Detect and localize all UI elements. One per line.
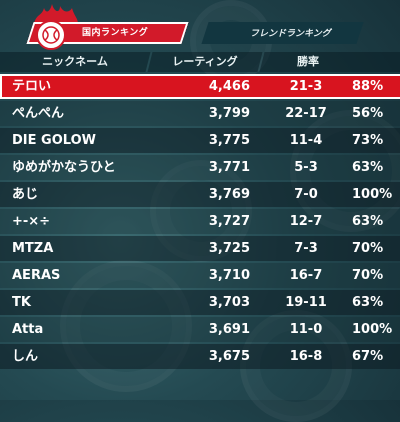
table-row[interactable]: MTZA 3,725 7-3 70%: [0, 236, 400, 261]
player-record: 16-8: [289, 349, 323, 364]
player-winrate: 70%: [352, 241, 384, 256]
player-record: 11-0: [289, 322, 323, 337]
player-name: TK: [12, 295, 31, 310]
player-name: Atta: [12, 322, 44, 337]
ranking-tab-bar: 国内ランキング フレンドランキング: [0, 0, 400, 50]
player-winrate: 63%: [352, 160, 384, 175]
table-row[interactable]: Atta 3,691 11-0 100%: [0, 317, 400, 342]
player-rating: 3,725: [208, 241, 250, 256]
player-rating: 3,775: [208, 133, 250, 148]
tab-domestic-ranking-label: 国内ランキング: [82, 28, 149, 38]
column-header-rating: レーティング: [172, 55, 238, 68]
player-rating: 3,727: [208, 214, 250, 229]
player-name: DIE GOLOW: [12, 133, 96, 148]
table-row[interactable]: ゆめがかなうひと 3,771 5-3 63%: [0, 155, 400, 180]
table-row[interactable]: テロい 4,466 21-3 88%: [0, 74, 400, 99]
player-name: テロい: [12, 79, 52, 94]
table-row[interactable]: AERAS 3,710 16-7 70%: [0, 263, 400, 288]
player-name: +-×÷: [12, 214, 51, 229]
player-record: 19-11: [285, 295, 327, 310]
player-winrate: 70%: [352, 268, 384, 283]
player-winrate: 67%: [352, 349, 384, 364]
player-record: 22-17: [285, 106, 327, 121]
player-name: しん: [12, 349, 39, 364]
player-winrate: 63%: [352, 295, 384, 310]
player-record: 16-7: [289, 268, 323, 283]
player-rating: 3,771: [208, 160, 250, 175]
flame-icon: [34, 4, 78, 24]
player-rating: 3,675: [208, 349, 250, 364]
tab-friend-ranking-label: フレンドランキング: [250, 29, 331, 39]
player-rating: 3,799: [208, 106, 250, 121]
table-row[interactable]: +-×÷ 3,727 12-7 63%: [0, 209, 400, 234]
player-record: 5-3: [294, 160, 318, 175]
player-winrate: 100%: [352, 187, 393, 202]
table-row[interactable]: TK 3,703 19-11 63%: [0, 290, 400, 315]
table-row[interactable]: DIE GOLOW 3,775 11-4 73%: [0, 128, 400, 153]
background-emblem: [290, 110, 400, 232]
player-record: 21-3: [289, 79, 323, 94]
background-emblem: [60, 260, 192, 392]
tennis-ball-icon: [36, 20, 66, 50]
ranking-table-header: ニックネーム レーティング 勝率: [0, 52, 400, 72]
player-winrate: 73%: [352, 133, 384, 148]
player-name: あじ: [12, 187, 39, 202]
player-record: 7-3: [294, 241, 318, 256]
player-name: MTZA: [12, 241, 54, 256]
player-rating: 3,691: [208, 322, 250, 337]
player-record: 12-7: [289, 214, 323, 229]
player-rating: 3,769: [208, 187, 250, 202]
player-rating: 4,466: [208, 79, 250, 94]
table-row[interactable]: しん 3,675 16-8 67%: [0, 344, 400, 369]
player-record: 7-0: [294, 187, 318, 202]
table-row[interactable]: あじ 3,769 7-0 100%: [0, 182, 400, 207]
player-name: ぺんぺん: [12, 106, 65, 121]
player-name: AERAS: [12, 268, 61, 283]
player-winrate: 56%: [352, 106, 384, 121]
player-record: 11-4: [289, 133, 323, 148]
player-winrate: 63%: [352, 214, 384, 229]
player-rating: 3,710: [208, 268, 250, 283]
column-header-winrate: 勝率: [297, 55, 319, 68]
player-winrate: 100%: [352, 322, 393, 337]
player-rating: 3,703: [208, 295, 250, 310]
column-header-nickname: ニックネーム: [42, 55, 108, 68]
player-name: ゆめがかなうひと: [12, 160, 116, 175]
player-winrate: 88%: [352, 79, 384, 94]
table-row[interactable]: ぺんぺん 3,799 22-17 56%: [0, 101, 400, 126]
